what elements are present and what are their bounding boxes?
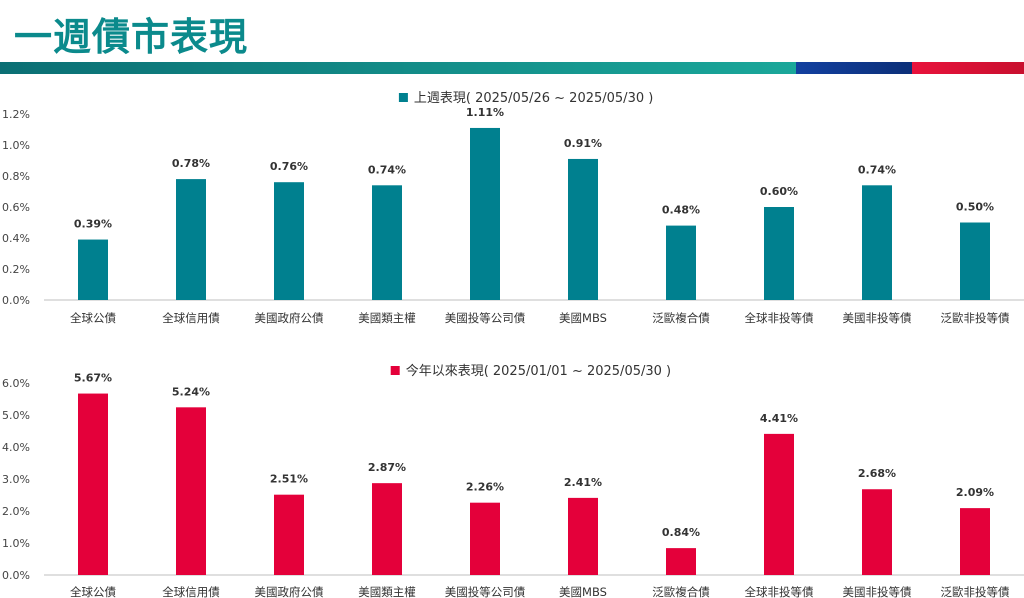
y-tick-label: 6.0% xyxy=(2,377,30,390)
data-label: 0.91% xyxy=(564,137,602,150)
y-tick-label: 3.0% xyxy=(2,473,30,486)
data-label: 0.39% xyxy=(74,218,112,231)
category-label: 泛歐非投等債 xyxy=(941,585,1010,598)
category-label: 泛歐複合債 xyxy=(652,585,710,598)
bar xyxy=(176,407,206,575)
bar xyxy=(274,182,304,300)
weekly-performance-chart: 上週表現( 2025/05/26 ~ 2025/05/30 ) 0.0% 0.2% 0… xyxy=(2,91,1024,325)
y-tick-label: 1.0% xyxy=(2,537,30,550)
data-label: 2.68% xyxy=(858,467,896,480)
category-label: 全球非投等債 xyxy=(745,311,814,325)
ytd-performance-chart: 今年以來表現( 2025/01/01 ~ 2025/05/30 ) 0.0% 1.0… xyxy=(2,363,1024,598)
y-tick-label: 5.0% xyxy=(2,409,30,422)
data-label: 0.48% xyxy=(662,204,700,217)
legend-marker xyxy=(390,366,400,375)
legend-label: 今年以來表現( 2025/01/01 ~ 2025/05/30 ) xyxy=(406,363,671,379)
category-label: 美國政府公債 xyxy=(255,585,324,598)
data-label: 0.50% xyxy=(956,201,994,214)
data-label: 1.11% xyxy=(466,106,504,119)
category-label: 全球公債 xyxy=(70,311,116,325)
category-label: 美國投等公司債 xyxy=(445,585,526,598)
bar xyxy=(568,497,598,575)
data-label: 2.26% xyxy=(466,481,504,494)
category-label: 全球非投等債 xyxy=(745,585,814,598)
data-label: 4.41% xyxy=(760,412,798,425)
data-label: 0.60% xyxy=(760,185,798,198)
bar xyxy=(372,483,402,575)
y-tick-label: 0.0% xyxy=(2,294,30,307)
y-tick-label: 0.6% xyxy=(2,201,30,214)
bar xyxy=(666,225,696,300)
header-band-red xyxy=(912,62,1024,74)
data-label: 5.24% xyxy=(172,385,210,398)
data-label: 2.41% xyxy=(564,476,602,489)
category-label: 泛歐複合債 xyxy=(652,311,710,325)
bar xyxy=(862,489,892,575)
data-label: 2.87% xyxy=(368,461,406,474)
page-title: 一週債市表現 xyxy=(14,15,249,59)
data-label: 2.09% xyxy=(956,486,994,499)
bar xyxy=(176,179,206,300)
category-label: 美國非投等債 xyxy=(843,585,912,598)
y-tick-label: 0.4% xyxy=(2,232,30,245)
data-label: 5.67% xyxy=(74,372,112,385)
y-tick-label: 0.0% xyxy=(2,569,30,582)
bar xyxy=(764,207,794,300)
y-tick-label: 0.2% xyxy=(2,263,30,276)
y-tick-label: 1.0% xyxy=(2,139,30,152)
bar xyxy=(960,508,990,575)
y-tick-label: 2.0% xyxy=(2,505,30,518)
category-label: 美國政府公債 xyxy=(255,311,324,325)
header-band-teal xyxy=(0,62,796,74)
data-label: 0.74% xyxy=(858,163,896,176)
y-tick-label: 0.8% xyxy=(2,170,30,183)
bar xyxy=(470,127,500,300)
category-label: 全球公債 xyxy=(70,585,116,598)
data-label: 2.51% xyxy=(270,473,308,486)
data-label: 0.78% xyxy=(172,157,210,170)
category-label: 泛歐非投等債 xyxy=(941,311,1010,325)
bar xyxy=(862,185,892,300)
bar xyxy=(960,222,990,300)
category-label: 全球信用債 xyxy=(162,585,220,598)
category-label: 美國類主權 xyxy=(358,585,416,598)
bar xyxy=(78,239,108,300)
category-label: 全球信用債 xyxy=(162,311,220,325)
bar xyxy=(372,185,402,300)
header-band-blue xyxy=(796,62,912,74)
data-label: 0.84% xyxy=(662,526,700,539)
data-label: 0.76% xyxy=(270,160,308,173)
category-label: 美國MBS xyxy=(559,585,607,598)
bar xyxy=(568,158,598,300)
category-label: 美國非投等債 xyxy=(843,311,912,325)
bar xyxy=(470,502,500,575)
legend-marker xyxy=(398,93,408,102)
bar xyxy=(764,433,794,575)
category-label: 美國投等公司債 xyxy=(445,311,526,325)
y-tick-label: 1.2% xyxy=(2,108,30,121)
category-label: 美國類主權 xyxy=(358,311,416,325)
bar xyxy=(666,548,696,575)
bar xyxy=(78,393,108,575)
y-tick-label: 4.0% xyxy=(2,441,30,454)
legend-label: 上週表現( 2025/05/26 ~ 2025/05/30 ) xyxy=(414,91,653,106)
bar xyxy=(274,494,304,575)
category-label: 美國MBS xyxy=(559,311,607,325)
data-label: 0.74% xyxy=(368,163,406,176)
